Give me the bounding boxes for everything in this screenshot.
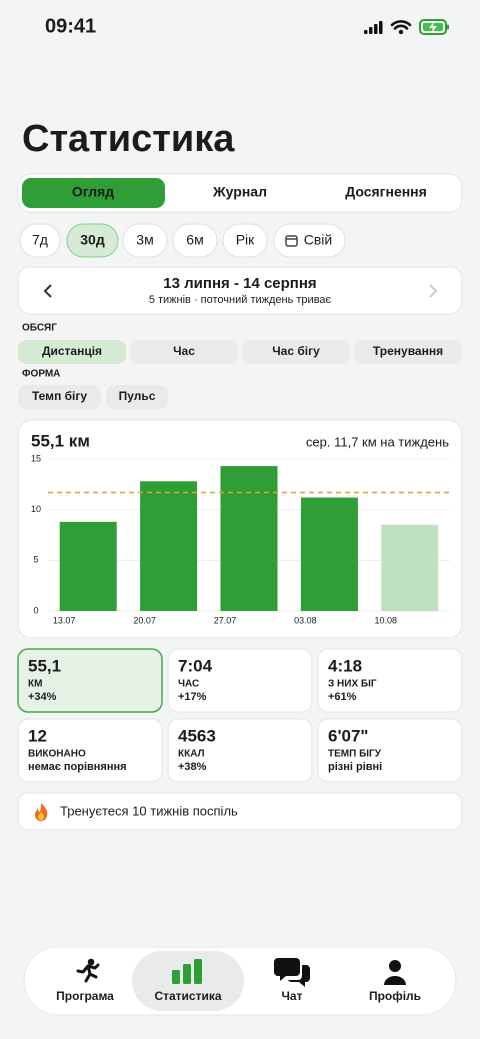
- period-label: 7д: [32, 232, 48, 248]
- metric-label: Тренування: [373, 344, 443, 358]
- stat-value: 4:18: [328, 656, 362, 675]
- nav-label: Статистика: [154, 989, 221, 1003]
- stat-card[interactable]: [167, 648, 313, 713]
- stat-card[interactable]: [167, 718, 313, 783]
- form-label: Темп бігу: [32, 389, 87, 403]
- stat-change: немає порівняння: [28, 761, 127, 773]
- period-label: 30д: [80, 232, 105, 248]
- metric-label: Час бігу: [272, 344, 320, 358]
- y-tick-label: 5: [33, 555, 38, 565]
- nav-label: Програма: [56, 989, 114, 1003]
- form-option[interactable]: [18, 385, 101, 409]
- nav-label: Профіль: [369, 989, 421, 1003]
- period-chip[interactable]: [273, 223, 346, 258]
- calendar-icon: [285, 235, 298, 247]
- bar: [300, 497, 358, 611]
- metric-option[interactable]: [130, 340, 238, 364]
- y-tick-label: 0: [33, 605, 38, 615]
- streak-card: [17, 792, 463, 831]
- stat-card[interactable]: [17, 718, 163, 783]
- stat-change: +61%: [328, 691, 357, 703]
- bar: [59, 521, 117, 611]
- form-option[interactable]: [106, 385, 168, 409]
- stat-value: 12: [28, 726, 47, 745]
- form-label: Пульс: [119, 389, 156, 403]
- chart-total: 55,1 км: [31, 431, 90, 450]
- x-tick-label: 20.07: [133, 615, 156, 625]
- x-tick-label: 10.08: [375, 615, 398, 625]
- fire-icon-core: [38, 812, 44, 820]
- period-chip[interactable]: [19, 223, 61, 258]
- stat-value: 55,1: [28, 656, 61, 675]
- stat-card[interactable]: [17, 648, 163, 713]
- nav-label: Чат: [282, 989, 303, 1003]
- section-label: ФОРМА: [22, 369, 60, 380]
- chart-average-label: сер. 11,7 км на тиждень: [306, 434, 449, 449]
- stat-label: З НИХ БІГ: [328, 679, 377, 690]
- nav-icons: [76, 958, 406, 987]
- bar: [220, 466, 278, 611]
- tab: Журнал: [212, 184, 267, 200]
- metric-option[interactable]: [18, 340, 126, 364]
- prev-arrow[interactable]: [43, 284, 52, 298]
- stat-label: ВИКОНАНО: [28, 749, 86, 760]
- y-tick-label: 15: [31, 453, 41, 463]
- tab-active[interactable]: [22, 178, 165, 208]
- metric-option[interactable]: [354, 340, 462, 364]
- x-tick-label: 27.07: [214, 615, 237, 625]
- tab: Досягнення: [345, 184, 427, 200]
- x-tick-label: 13.07: [53, 615, 76, 625]
- period-label: Свій: [304, 232, 332, 248]
- page-title: Статистика: [22, 118, 235, 160]
- stat-label: КМ: [28, 679, 42, 690]
- range-card: [17, 266, 463, 315]
- period-chip[interactable]: [122, 223, 168, 258]
- range-title: 13 липня - 14 серпня: [163, 275, 316, 292]
- stat-change: +38%: [178, 761, 207, 773]
- section-label: ОБСЯГ: [22, 323, 57, 334]
- period-chip[interactable]: [172, 223, 218, 258]
- stat-value: 6'07": [328, 726, 368, 745]
- period-chip[interactable]: [222, 223, 268, 258]
- period-label: Рік: [236, 232, 255, 248]
- stat-card[interactable]: [317, 648, 463, 713]
- stat-change: +17%: [178, 691, 207, 703]
- range-subtitle: 5 тижнів · поточний тиждень триває: [149, 294, 332, 306]
- metric-option[interactable]: [242, 340, 350, 364]
- stat-value: 7:04: [178, 656, 213, 675]
- status-icons: [364, 19, 449, 35]
- stat-card[interactable]: [317, 718, 463, 783]
- bar: [381, 524, 439, 611]
- stat-label: ЧАС: [178, 679, 199, 690]
- period-label: 6м: [186, 232, 203, 248]
- stat-label: ТЕМП БІГУ: [328, 749, 382, 760]
- stat-change: +34%: [28, 691, 57, 703]
- status-time: 09:41: [45, 15, 96, 37]
- tab: Огляд: [72, 184, 114, 200]
- x-tick-label: 03.08: [294, 615, 317, 625]
- stat-value: 4563: [178, 726, 216, 745]
- stat-label: ККАЛ: [178, 749, 205, 760]
- next-arrow[interactable]: [429, 284, 438, 298]
- metric-label: Час: [173, 344, 195, 358]
- bar: [140, 481, 198, 611]
- metric-label: Дистанція: [42, 344, 102, 358]
- period-chip[interactable]: [66, 223, 119, 258]
- streak-text: Тренуєтеся 10 тижнів поспіль: [60, 803, 238, 818]
- stat-change: різні рівні: [328, 761, 382, 773]
- y-tick-label: 10: [31, 504, 41, 514]
- period-label: 3м: [136, 232, 153, 248]
